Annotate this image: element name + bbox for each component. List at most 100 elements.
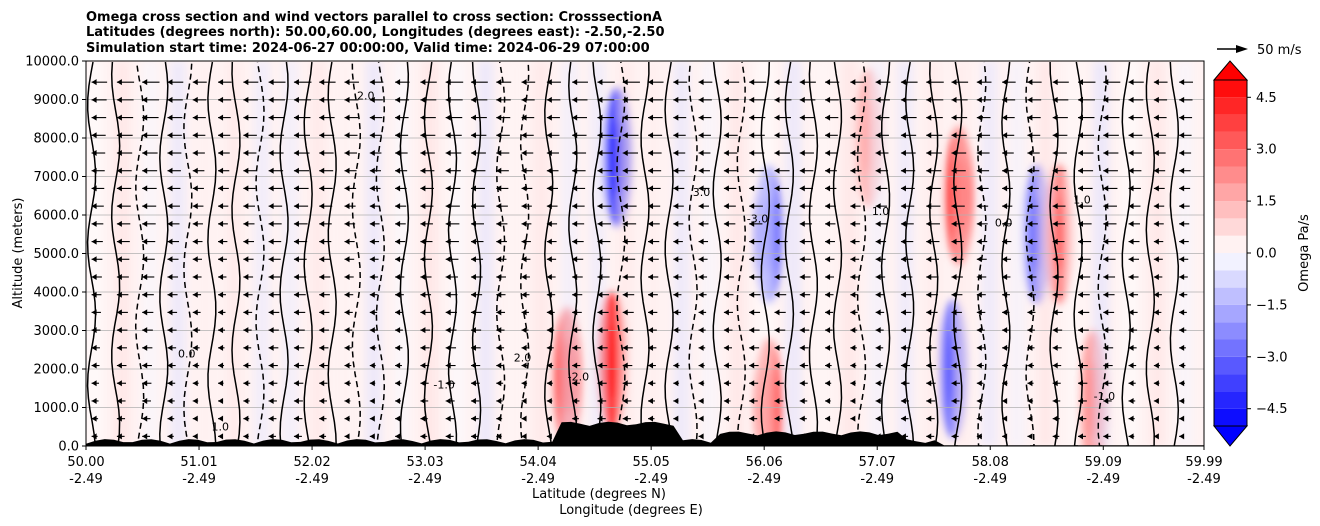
wind-vector-head: [1052, 397, 1058, 404]
wind-vector-head: [673, 167, 679, 174]
wind-vector-head: [91, 185, 97, 192]
wind-vector-head: [319, 238, 325, 245]
wind-vector-head: [395, 344, 401, 351]
wind-vector-head: [293, 380, 299, 387]
wind-vector-head: [1103, 362, 1109, 369]
wind-vector-head: [445, 150, 451, 157]
wind-vector-head: [268, 203, 274, 210]
wind-vector-head: [1153, 96, 1159, 103]
wind-vector-head: [1128, 203, 1134, 210]
wind-vector-head: [420, 327, 426, 334]
title-line-3: Simulation start time: 2024-06-27 00:00:…: [86, 41, 650, 56]
contour-positive: [712, 61, 722, 446]
wind-vector-head: [445, 327, 451, 334]
wind-vector-head: [597, 114, 603, 121]
wind-vector-head: [572, 132, 578, 139]
wind-vector-head: [521, 132, 527, 139]
wind-vector-head: [470, 344, 476, 351]
wind-vector-head: [723, 309, 729, 316]
wind-vector-head: [445, 203, 451, 210]
wind-vector-head: [293, 96, 299, 103]
wind-vector-head: [1002, 220, 1008, 227]
wind-vector-head: [1103, 150, 1109, 157]
wind-vector-head: [799, 150, 805, 157]
wind-vector-head: [192, 291, 198, 298]
wind-vector-head: [1002, 309, 1008, 316]
wind-vector-head: [1103, 167, 1109, 174]
wind-vector-head: [673, 273, 679, 280]
wind-vector-head: [1153, 132, 1159, 139]
wind-vector-head: [900, 114, 906, 121]
contour-label: -1.0: [433, 378, 454, 391]
wind-vector-head: [1027, 397, 1033, 404]
wind-vector-head: [142, 397, 148, 404]
wind-vector-head: [1052, 273, 1058, 280]
wind-vector-head: [142, 327, 148, 334]
wind-vector-head: [521, 167, 527, 174]
wind-vector-head: [1179, 96, 1185, 103]
wind-vector-head: [698, 79, 704, 86]
wind-vector-head: [142, 150, 148, 157]
wind-vector-head: [192, 362, 198, 369]
wind-vector-head: [470, 433, 476, 440]
wind-vector-head: [900, 167, 906, 174]
wind-vector-head: [470, 238, 476, 245]
contour-positive: [231, 61, 241, 446]
wind-vector-head: [900, 256, 906, 263]
wind-vector-head: [369, 203, 375, 210]
wind-vector-head: [723, 238, 729, 245]
wind-vector-head: [142, 309, 148, 316]
wind-vector-head: [1077, 397, 1083, 404]
wind-vector-head: [1128, 238, 1134, 245]
wind-vector-head: [243, 203, 249, 210]
colorbar-band: [1214, 97, 1247, 115]
wind-vector-head: [1128, 397, 1134, 404]
wind-vector-head: [546, 362, 552, 369]
wind-vector-head: [116, 362, 122, 369]
wind-vector-head: [91, 309, 97, 316]
wind-vector-head: [1002, 185, 1008, 192]
contour-label: 1.0: [872, 205, 890, 218]
wind-vector-head: [875, 132, 881, 139]
wind-vector-head: [546, 150, 552, 157]
wind-vector-head: [142, 132, 148, 139]
wind-vector-head: [1002, 203, 1008, 210]
wind-vector-head: [749, 220, 755, 227]
wind-vector-head: [445, 79, 451, 86]
wind-vector-head: [572, 362, 578, 369]
wind-vector-head: [926, 273, 932, 280]
wind-vector-head: [521, 291, 527, 298]
wind-vector-head: [1002, 380, 1008, 387]
wind-vector-head: [521, 185, 527, 192]
wind-vector-head: [496, 291, 502, 298]
wind-vector-head: [698, 397, 704, 404]
wind-vector-head: [597, 362, 603, 369]
wind-vector-head: [850, 397, 856, 404]
wind-vector-head: [116, 397, 122, 404]
wind-vector-head: [192, 132, 198, 139]
wind-vector-head: [976, 362, 982, 369]
wind-vector-head: [91, 327, 97, 334]
title-line-2: Latitudes (degrees north): 50.00,60.00, …: [86, 25, 665, 40]
wind-vector-head: [395, 203, 401, 210]
wind-vector-head: [1128, 96, 1134, 103]
wind-vector-head: [546, 132, 552, 139]
wind-vector-head: [926, 203, 932, 210]
wind-vector-head: [1052, 114, 1058, 121]
contour-negative: [1097, 61, 1107, 446]
wind-vector-head: [319, 203, 325, 210]
wind-vector-head: [1153, 203, 1159, 210]
wind-vector-head: [1002, 96, 1008, 103]
wind-vector-head: [1027, 185, 1033, 192]
wind-vector-head: [799, 415, 805, 422]
wind-vector-head: [572, 203, 578, 210]
wind-vector-head: [1052, 344, 1058, 351]
wind-vector-head: [749, 203, 755, 210]
wind-vector-head: [723, 291, 729, 298]
wind-vector-head: [243, 415, 249, 422]
wind-vector-head: [673, 185, 679, 192]
wind-vector-head: [1052, 327, 1058, 334]
wind-vector-head: [470, 397, 476, 404]
x-tick-label-lon: -2.49: [295, 472, 329, 487]
contour-positive: [568, 61, 578, 446]
